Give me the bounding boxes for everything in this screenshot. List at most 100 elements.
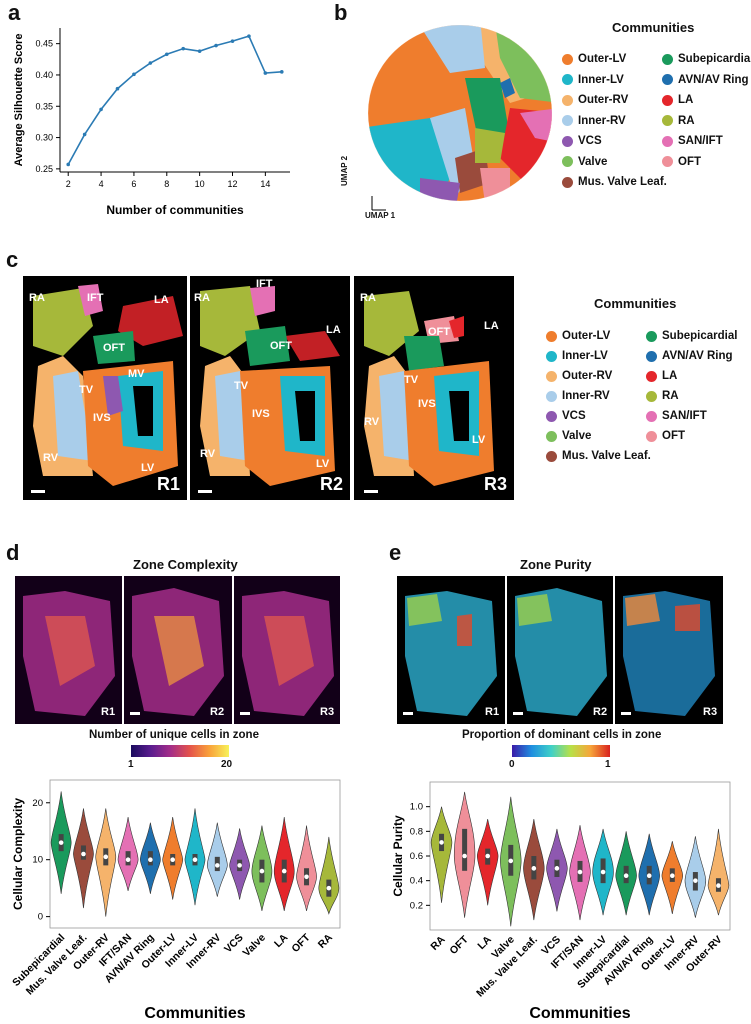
panel-letter-d: d (6, 540, 20, 565)
data-point (82, 132, 87, 137)
panel-letter-c: c (6, 247, 19, 272)
data-point (247, 34, 251, 38)
plot-frame (49, 779, 341, 929)
complexity-map-r1: R1 (15, 576, 122, 724)
panel-letter-a: a (8, 0, 21, 25)
section-legend-item: Subepicardial (646, 330, 737, 342)
violin-median (716, 883, 721, 888)
legend-swatch (562, 135, 573, 147)
y-axis-label: Average Silhouette Score (13, 34, 25, 167)
y-axis-label: Cellular Purity (391, 815, 405, 897)
legend-title-b: Communities (612, 20, 695, 35)
legend-swatch (662, 115, 673, 126)
legend-swatch (646, 430, 657, 442)
category-label: RA (316, 931, 336, 951)
label-rv-r1: RV (43, 452, 59, 464)
violin-median (508, 858, 514, 864)
legend-swatch (646, 410, 657, 422)
label-ra-r3: RA (360, 292, 376, 304)
label-ra-r2: RA (194, 292, 210, 304)
legend-swatch (546, 370, 557, 382)
replicate-label-r3: R3 (484, 474, 508, 494)
violin-median (304, 874, 309, 880)
section-legend-item: SAN/IFT (646, 410, 707, 422)
data-point (164, 52, 169, 57)
y-tick-label: 0.25 (35, 164, 53, 174)
purity-cbar-title: Proportion of dominant cells in zone (462, 729, 662, 741)
x-axis-label: Communities (144, 1005, 245, 1022)
legend-swatch (662, 156, 673, 167)
violin-median (281, 868, 287, 874)
legend-swatch (646, 330, 657, 342)
legend-label: OFT (662, 430, 685, 442)
legend-swatch (662, 53, 673, 65)
scale-bar-r2 (198, 490, 212, 493)
violin-median (81, 851, 86, 857)
purity-scale-bar-r1 (403, 712, 413, 715)
legend-label: RA (678, 114, 695, 127)
label-oft-r3: OFT (428, 326, 450, 338)
section-legend-item: Inner-RV (546, 390, 610, 402)
y-tick-label: 0.35 (35, 101, 53, 111)
zone-purity-title: Zone Purity (520, 557, 592, 572)
data-point (181, 46, 186, 51)
legend-swatch (546, 450, 557, 462)
legend-label: Outer-RV (578, 94, 629, 106)
purity-rep-r1: R1 (485, 706, 500, 718)
data-point (99, 107, 103, 112)
umap-legend-item: Subepicardial (662, 53, 751, 65)
complexity-map-r2: R2 (124, 576, 232, 724)
label-la-r3: LA (484, 320, 499, 332)
purity-cbar-min: 0 (509, 759, 515, 770)
legend-swatch (562, 115, 573, 126)
umap-legend-item: AVN/AV Ring (662, 74, 749, 86)
violin-median (103, 854, 109, 860)
label-lv-r3: LV (472, 434, 486, 446)
label-ivs-r1: IVS (93, 412, 111, 424)
umap-legend-item: RA (662, 115, 695, 127)
label-oft-r2: OFT (270, 340, 292, 352)
x-tick-label: 8 (164, 179, 169, 189)
heart-r3-drawing (364, 291, 494, 486)
complexity-cbar-title: Number of unique cells in zone (89, 729, 259, 741)
section-legend-item: Inner-LV (546, 350, 608, 362)
label-ift-r1: IFT (87, 292, 104, 304)
legend-swatch (562, 176, 573, 188)
violin-shape (707, 828, 730, 916)
umap-legend-item: LA (662, 94, 693, 106)
purity-colorbar (512, 745, 610, 757)
violin-shape (430, 806, 453, 903)
violin-median (170, 857, 175, 862)
legend-label: Mus. Valve Leaf. (578, 176, 667, 188)
legend-label: AVN/AV Ring (662, 350, 733, 362)
violin-box (462, 828, 468, 871)
label-lv-r1: LV (141, 462, 155, 474)
violin-median (623, 873, 629, 879)
data-point (148, 61, 153, 65)
data-point (263, 71, 268, 75)
legend-label: VCS (578, 135, 602, 147)
complexity-rep-r1: R1 (101, 706, 116, 718)
umap-legend-item: VCS (562, 135, 602, 147)
legend-label: Mus. Valve Leaf. (562, 450, 651, 462)
y-tick-label: 0.8 (410, 826, 423, 837)
section-legend-item: AVN/AV Ring (646, 350, 733, 362)
complexity-colorbar (131, 745, 229, 757)
legend-swatch (546, 330, 557, 342)
x-tick-label: 6 (131, 179, 136, 189)
purity-scale-bar-r3 (621, 712, 631, 715)
violin-median (148, 857, 153, 862)
silhouette-line-chart: 0.25 0.30 0.35 0.40 0.45 2 4 6 8 10 12 14 Average Si… (13, 28, 290, 217)
legend-swatch (662, 94, 673, 106)
legend-swatch (646, 370, 657, 382)
purity-map-r1: R1 (397, 576, 505, 724)
umap-plot (367, 24, 553, 211)
complexity-rep-r3: R3 (320, 706, 335, 718)
label-rv-r2: RV (200, 448, 216, 460)
section-legend-item: RA (646, 390, 679, 402)
legend-swatch (662, 74, 673, 85)
y-axis-label: Cellular Complexity (11, 798, 25, 910)
y-tick-label: 0 (38, 912, 43, 923)
data-point (132, 72, 136, 77)
